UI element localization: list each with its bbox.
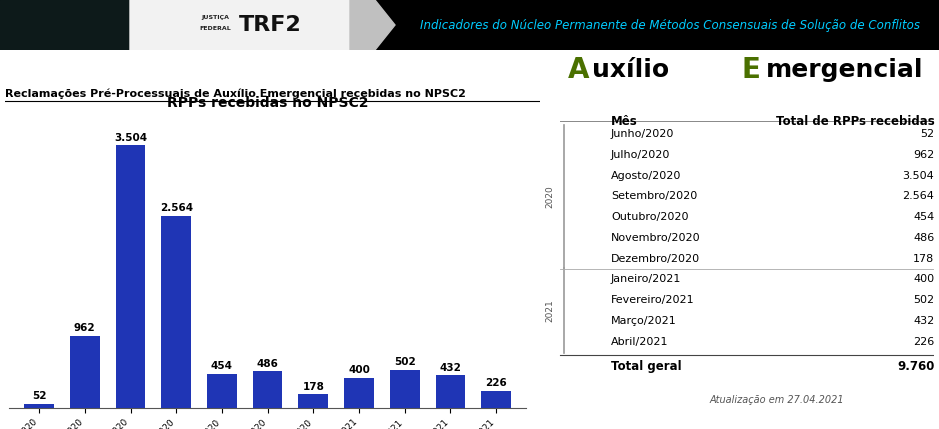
- Text: 432: 432: [913, 316, 934, 326]
- Text: 454: 454: [211, 361, 233, 371]
- Text: 432: 432: [439, 363, 461, 373]
- Bar: [208, 374, 237, 408]
- Text: 226: 226: [913, 337, 934, 347]
- Bar: [482, 391, 511, 408]
- Text: TRF2: TRF2: [239, 15, 301, 35]
- Bar: [436, 375, 466, 408]
- Text: Novembro/2020: Novembro/2020: [611, 233, 700, 243]
- Text: Janeiro/2021: Janeiro/2021: [611, 275, 682, 284]
- Text: A: A: [567, 56, 589, 84]
- Text: FEDERAL: FEDERAL: [199, 25, 231, 30]
- Bar: [299, 394, 328, 408]
- Text: Indicadores do Núcleo Permanente de Métodos Consensuais de Solução de Conflitos: Indicadores do Núcleo Permanente de Méto…: [420, 18, 920, 31]
- Text: Total geral: Total geral: [611, 360, 682, 373]
- Text: Março/2021: Março/2021: [611, 316, 677, 326]
- Text: 502: 502: [914, 295, 934, 305]
- Text: Total de RPPs recebidas: Total de RPPs recebidas: [776, 115, 934, 128]
- Bar: [115, 145, 146, 408]
- Text: 52: 52: [32, 391, 46, 401]
- Text: 962: 962: [913, 150, 934, 160]
- Text: Outubro/2020: Outubro/2020: [611, 212, 688, 222]
- Polygon shape: [350, 0, 395, 50]
- Text: 178: 178: [913, 254, 934, 264]
- Text: 178: 178: [302, 382, 324, 392]
- Bar: [345, 378, 374, 408]
- Bar: [162, 216, 191, 408]
- Text: 9.760: 9.760: [897, 360, 934, 373]
- Text: E: E: [741, 56, 760, 84]
- Text: Julho/2020: Julho/2020: [611, 150, 670, 160]
- Text: Mês: Mês: [611, 115, 638, 128]
- Text: Dezembro/2020: Dezembro/2020: [611, 254, 700, 264]
- Polygon shape: [130, 0, 375, 50]
- Text: Abril/2021: Abril/2021: [611, 337, 669, 347]
- Text: 52: 52: [920, 129, 934, 139]
- Text: Setembro/2020: Setembro/2020: [611, 191, 697, 201]
- Text: Atualização em 27.04.2021: Atualização em 27.04.2021: [709, 395, 844, 405]
- Bar: [390, 370, 420, 408]
- Text: 962: 962: [74, 323, 96, 333]
- Text: 3.504: 3.504: [114, 133, 147, 143]
- Text: JUSTIÇA: JUSTIÇA: [201, 15, 229, 21]
- Text: 3.504: 3.504: [902, 171, 934, 181]
- Text: Junho/2020: Junho/2020: [611, 129, 674, 139]
- Bar: [0, 0, 130, 50]
- Text: 2.564: 2.564: [902, 191, 934, 201]
- Text: 502: 502: [393, 357, 416, 367]
- Text: Reclamações Pré-Processuais de Auxílio Emergencial recebidas no NPSC2: Reclamações Pré-Processuais de Auxílio E…: [5, 88, 466, 99]
- Bar: [24, 404, 54, 408]
- Text: 454: 454: [913, 212, 934, 222]
- Text: 2020: 2020: [546, 185, 554, 208]
- Text: 400: 400: [348, 365, 370, 375]
- Text: Fevereiro/2021: Fevereiro/2021: [611, 295, 695, 305]
- Text: 2021: 2021: [546, 299, 554, 322]
- Text: 486: 486: [913, 233, 934, 243]
- Text: mergencial: mergencial: [765, 58, 923, 82]
- Bar: [253, 371, 283, 408]
- Title: RPPs recebidas no NPSC2: RPPs recebidas no NPSC2: [167, 97, 368, 111]
- Text: 2.564: 2.564: [160, 203, 192, 213]
- Text: Agosto/2020: Agosto/2020: [611, 171, 682, 181]
- Text: 486: 486: [256, 359, 279, 369]
- Bar: [69, 335, 100, 408]
- Text: uxílio: uxílio: [592, 58, 678, 82]
- Text: 400: 400: [914, 275, 934, 284]
- Text: 226: 226: [485, 378, 507, 388]
